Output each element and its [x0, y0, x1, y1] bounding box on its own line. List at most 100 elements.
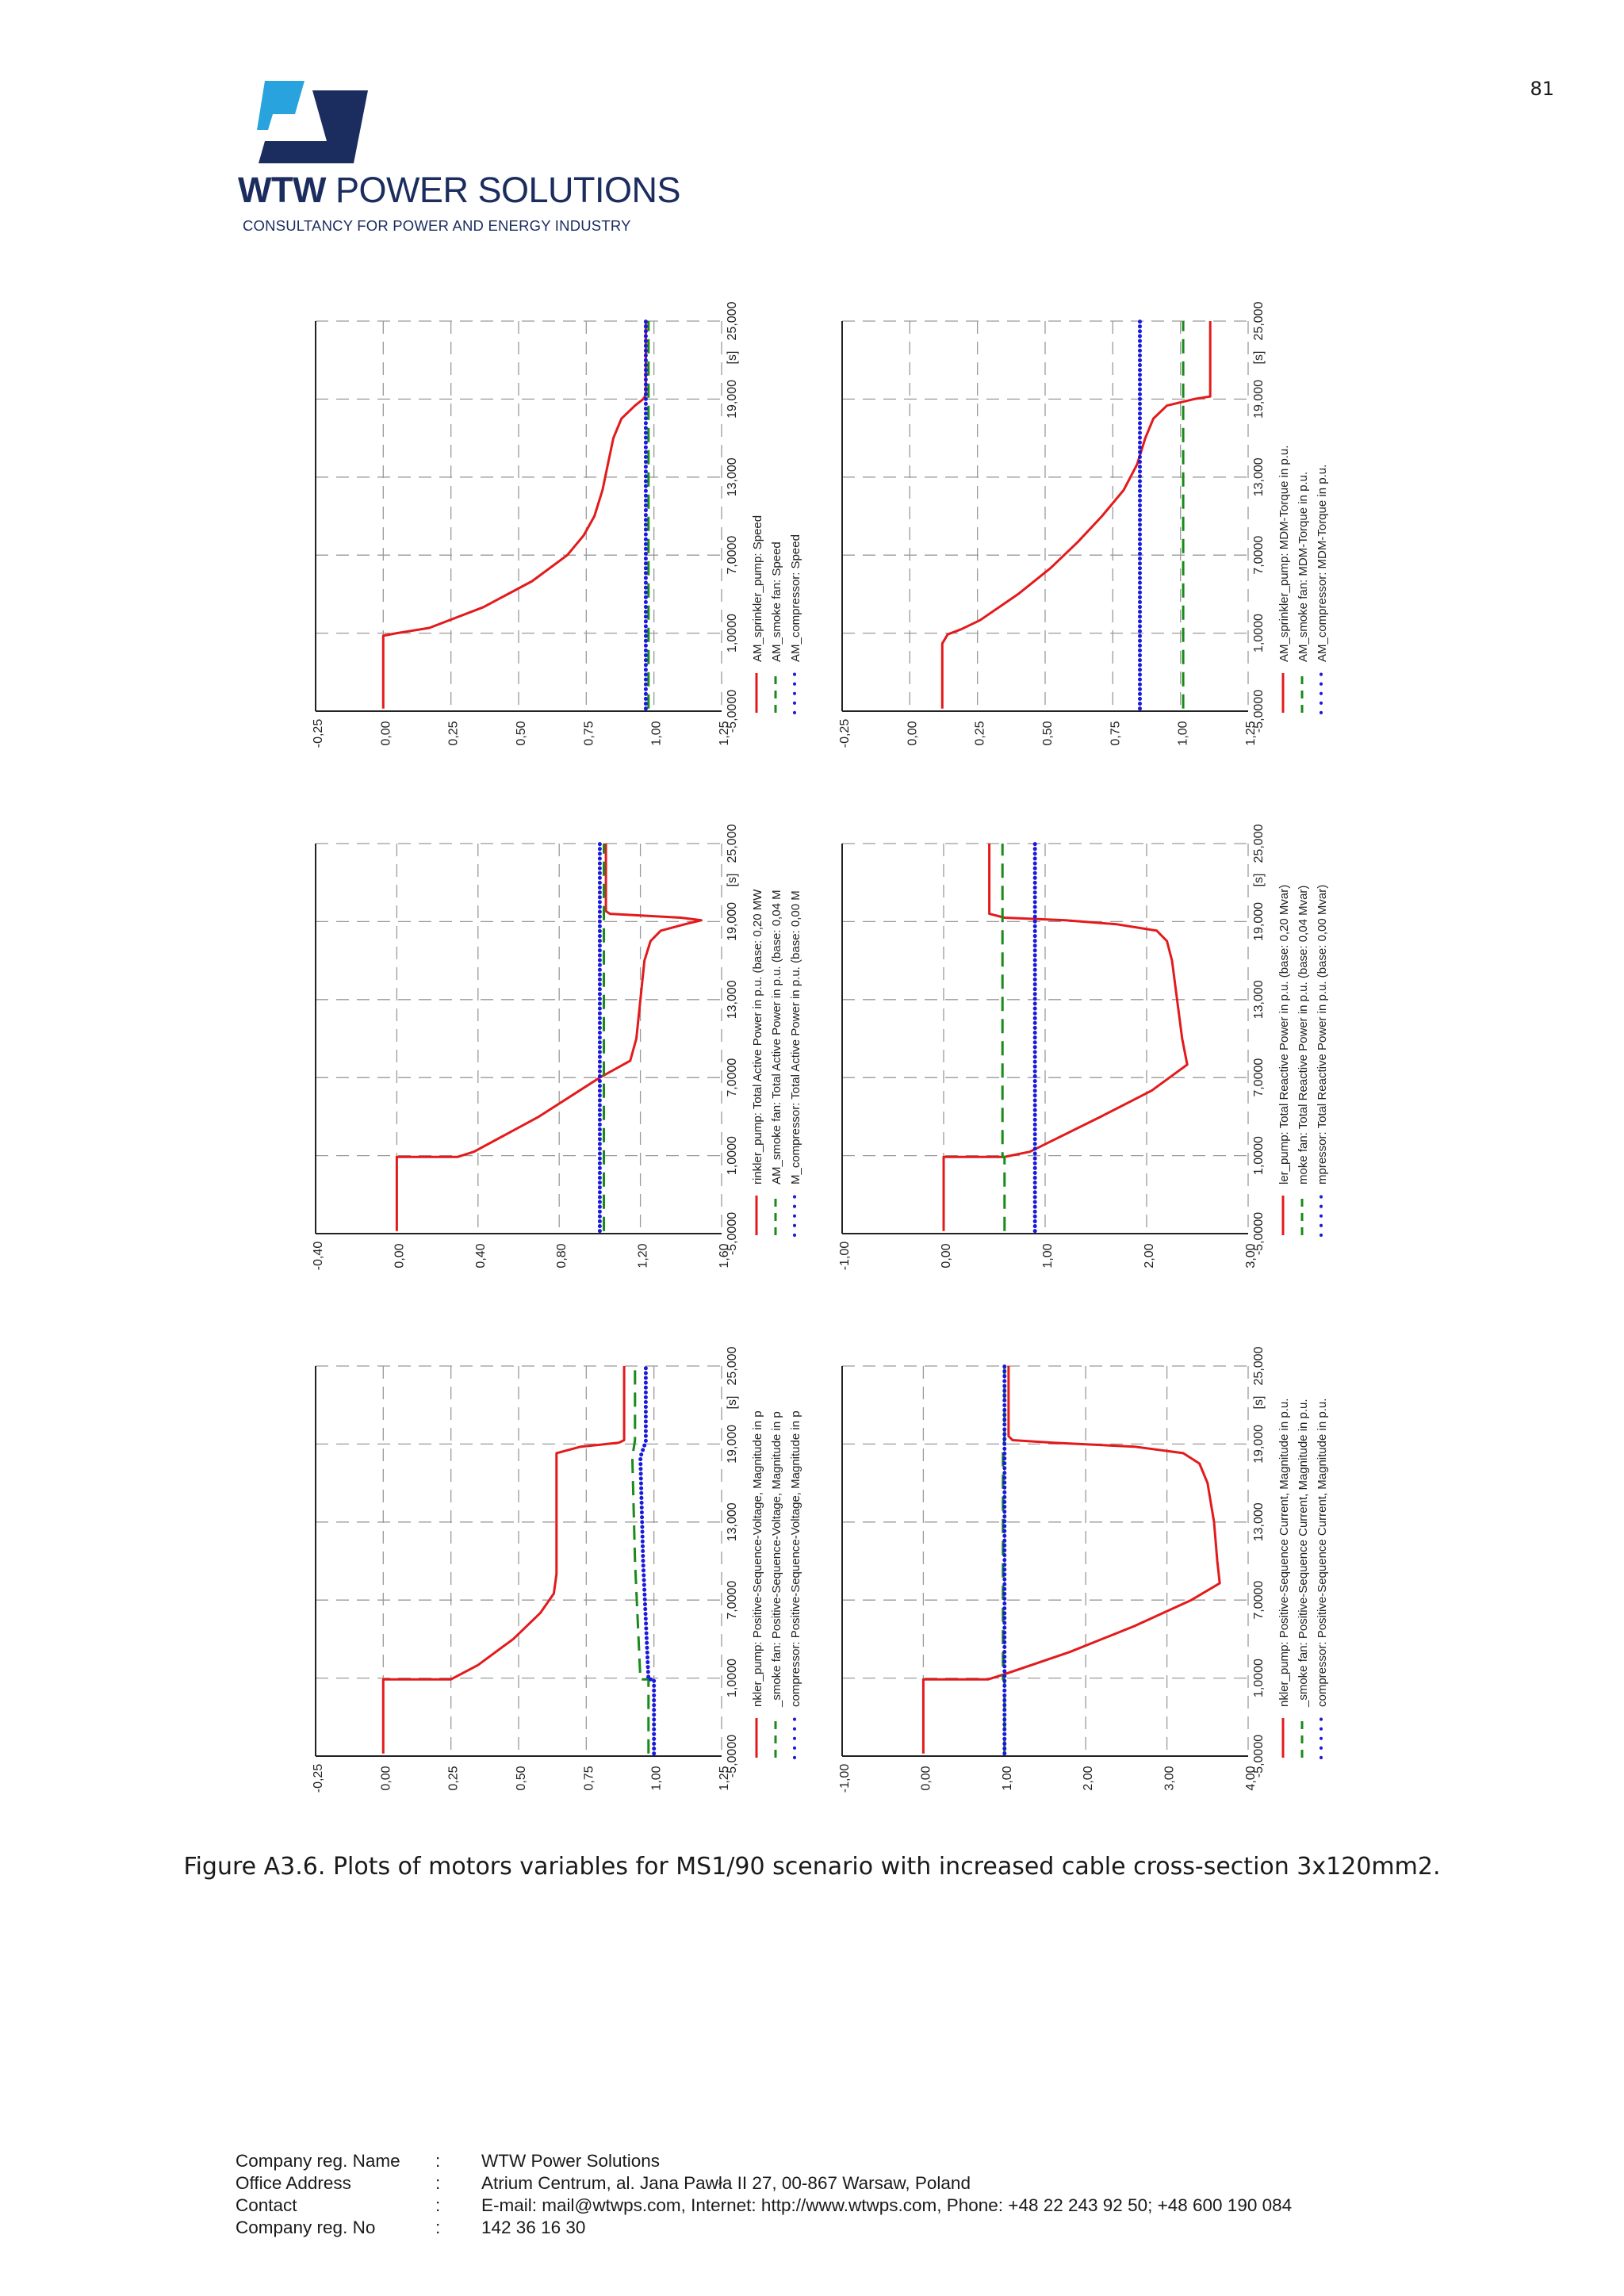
x-tick-label: 1,0000	[1252, 1136, 1266, 1175]
x-tick-label: 13,000	[726, 457, 739, 496]
series-line-3	[638, 1364, 657, 1756]
y-tick-label: 0,00	[393, 1243, 406, 1268]
logo-mark-icon	[257, 81, 368, 163]
x-tick-label: -5,0000	[726, 690, 739, 733]
y-tick-label: 1,00	[1041, 1243, 1055, 1268]
footer-row: Office Address: Atrium Centrum, al. Jana …	[236, 2172, 1292, 2195]
series-line-1	[381, 321, 647, 709]
legend-label: _smoke fan: Positive-Sequence-Voltage, M…	[770, 1411, 783, 1708]
legend-label: AM_smoke fan: Total Active Power in p.u.…	[770, 890, 783, 1184]
logo-dark-shape	[259, 90, 368, 163]
series-line-1	[395, 844, 703, 1231]
y-tick-label: -0,25	[312, 1764, 325, 1793]
legend-label: rinkler_pump: Total Active Power in p.u.…	[751, 889, 764, 1184]
chart-6: -1,00 0,00 1,00 2,00 3,00 4,00-5,0000 1,0000 7,…	[838, 1346, 1329, 1793]
x-tick-label: -5,0000	[1252, 1212, 1266, 1255]
company-logo: WTW POWER SOLUTIONS CONSULTANCY FOR POWE…	[238, 76, 682, 235]
y-tick-label: 1,25	[718, 1766, 731, 1790]
logo-brand-bold: WTW	[238, 170, 326, 210]
y-tick-label: 0,50	[515, 721, 528, 745]
x-tick-label: 7,0000	[1252, 1581, 1266, 1620]
y-tick-label: -1,00	[838, 1242, 852, 1271]
legend-label: AM_smoke fan: Speed	[770, 541, 783, 662]
x-tick-label: -5,0000	[1252, 690, 1266, 733]
x-tick-label: 7,0000	[1252, 1058, 1266, 1097]
footer-value: Atrium Centrum, al. Jana Pawła II 27, 00…	[481, 2173, 971, 2193]
y-tick-label: 2,00	[1082, 1766, 1095, 1790]
footer: Company reg. Name: WTW Power Solutions Of…	[236, 2150, 1292, 2239]
page-number: 81	[1530, 78, 1554, 100]
x-tick-label: 1,0000	[726, 1136, 739, 1175]
chart-1: -0,25 0,00 0,25 0,50 0,75 1,00 1,25-5,0000 1,00…	[312, 301, 802, 748]
x-tick-label: 1,0000	[1252, 1659, 1266, 1697]
footer-row: Contact: E-mail: mail@wtwps.com, Internet…	[236, 2195, 1292, 2217]
footer-sep: :	[435, 2195, 441, 2215]
y-tick-label: -0,40	[312, 1242, 325, 1271]
x-tick-label: 1,0000	[726, 1659, 739, 1697]
footer-label: Contact	[236, 2195, 297, 2215]
y-tick-label: 0,25	[447, 721, 461, 745]
logo-brand: WTW POWER SOLUTIONS	[238, 170, 681, 211]
series-line-1	[921, 1366, 1221, 1754]
time-unit-label: [s]	[726, 874, 739, 887]
chart-5: -0,25 0,00 0,25 0,50 0,75 1,00 1,25-5,0000 1,00…	[312, 1346, 802, 1793]
legend-label: moke fan: Total Reactive Power in p.u. (…	[1297, 886, 1310, 1184]
y-tick-label: 1,00	[650, 1766, 664, 1790]
footer-label: Company reg. Name	[236, 2151, 400, 2171]
x-tick-label: 7,0000	[726, 1581, 739, 1620]
y-tick-label: 0,80	[555, 1243, 569, 1268]
legend-label: AM_compressor: MDM-Torque in p.u.	[1316, 465, 1329, 662]
footer-sep: :	[435, 2173, 441, 2193]
footer-row: Company reg. No: 142 36 16 30	[236, 2217, 1292, 2239]
x-tick-label: 13,000	[726, 980, 739, 1019]
x-tick-label: 19,000	[726, 902, 739, 941]
logo-brand-rest: POWER SOLUTIONS	[325, 170, 681, 210]
y-tick-label: 0,00	[379, 1766, 393, 1790]
y-tick-label: 0,00	[379, 721, 393, 745]
x-tick-label: 25,000	[726, 1346, 739, 1385]
y-tick-label: 1,00	[1177, 721, 1190, 745]
y-tick-label: 0,75	[582, 1766, 596, 1790]
time-unit-label: [s]	[726, 1396, 739, 1410]
legend-label: nkler_pump: Positive-Sequence Current, M…	[1277, 1399, 1291, 1707]
x-tick-label: 25,000	[1252, 824, 1266, 863]
footer-value: 142 36 16 30	[481, 2218, 586, 2237]
x-tick-label: 19,000	[1252, 1425, 1266, 1464]
legend-label: AM_compressor: Speed	[789, 534, 802, 662]
x-tick-label: 25,000	[726, 301, 739, 340]
footer-label: Company reg. No	[236, 2218, 376, 2237]
footer-sep: :	[435, 2151, 441, 2171]
y-tick-label: 1,00	[650, 721, 664, 745]
legend-label: ler_pump: Total Reactive Power in p.u. (…	[1277, 885, 1291, 1184]
legend-label: compressor: Positive-Sequence-Voltage, M…	[789, 1410, 802, 1707]
y-tick-label: 0,00	[919, 1766, 933, 1790]
x-tick-label: 19,000	[726, 1425, 739, 1464]
x-tick-label: 25,000	[1252, 1346, 1266, 1385]
logo-light-shape	[257, 81, 304, 130]
y-tick-label: 0,25	[974, 721, 987, 745]
y-tick-label: 0,40	[474, 1243, 488, 1268]
x-tick-label: 25,000	[1252, 301, 1266, 340]
y-tick-label: 1,20	[637, 1243, 650, 1268]
y-tick-label: 0,75	[582, 721, 596, 745]
y-tick-label: -0,25	[312, 719, 325, 748]
footer-row: Company reg. Name: WTW Power Solutions	[236, 2150, 1292, 2172]
x-tick-label: 7,0000	[726, 536, 739, 575]
charts-area: -0,25 0,00 0,25 0,50 0,75 1,00 1,25-5,00001,00…	[312, 301, 1329, 1793]
chart-4: -1,00 0,00 1,00 2,00 3,00-5,0000 1,0000 7,0000…	[838, 824, 1329, 1270]
x-tick-label: 7,0000	[726, 1058, 739, 1097]
x-tick-label: 13,000	[1252, 1502, 1266, 1541]
y-tick-label: 1,25	[718, 721, 731, 745]
legend-label: nkler_pump: Positive-Sequence-Voltage, M…	[751, 1410, 764, 1707]
y-tick-label: 2,00	[1143, 1243, 1156, 1268]
legend-label: mpressor: Total Reactive Power in p.u. (…	[1316, 885, 1329, 1184]
figure-caption: Figure A3.6. Plots of motors variables f…	[183, 1853, 1441, 1881]
y-tick-label: 1,60	[718, 1243, 731, 1268]
y-tick-label: -1,00	[838, 1764, 852, 1793]
series-line-1	[942, 844, 1189, 1231]
y-tick-label: 0,50	[1041, 721, 1055, 745]
x-tick-label: 25,000	[726, 824, 739, 863]
time-unit-label: [s]	[726, 351, 739, 365]
y-tick-label: 3,00	[1163, 1766, 1177, 1790]
legend-label: _smoke fan: Positive-Sequence Current, M…	[1297, 1399, 1310, 1708]
